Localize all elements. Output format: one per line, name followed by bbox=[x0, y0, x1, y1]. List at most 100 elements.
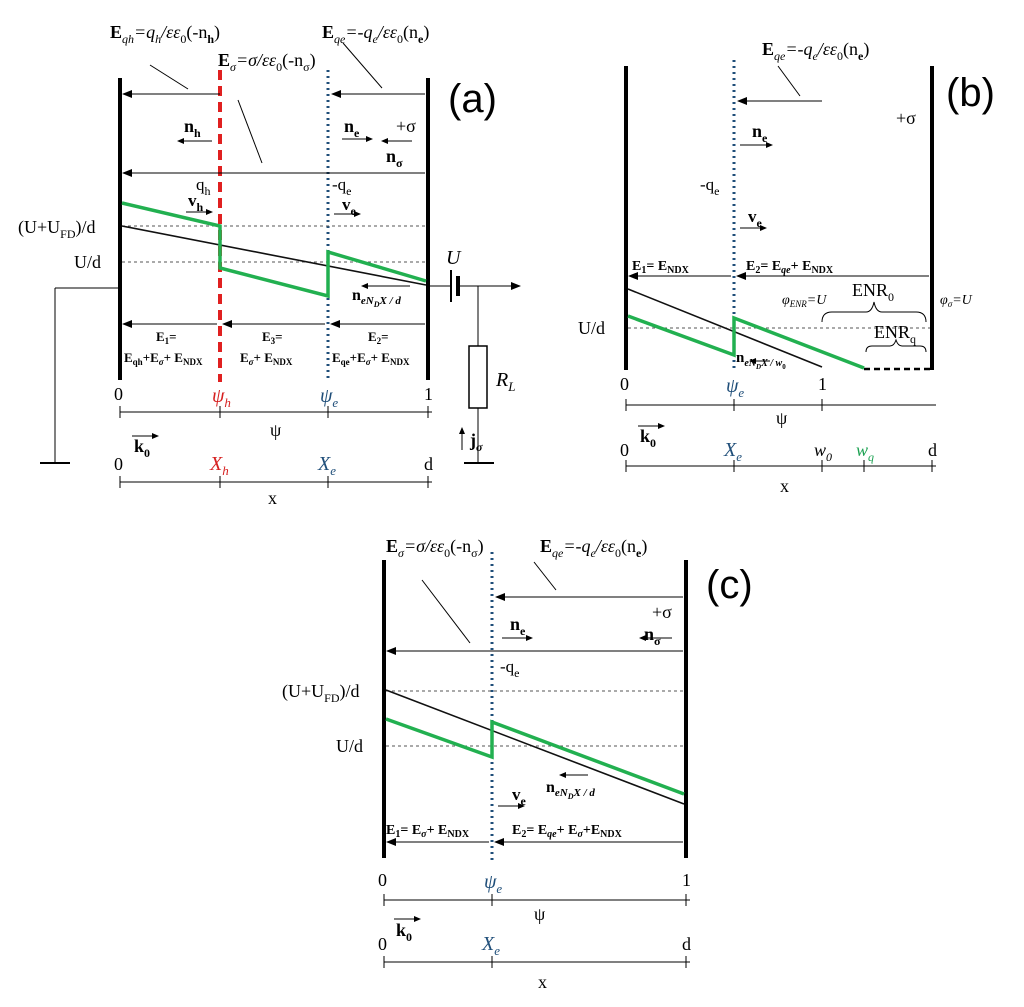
tick-label-xe-a: Xe bbox=[317, 453, 336, 478]
panel-b: (b) Eqe=-qe/εε0(ne) ne +σ -qe ve E1= END… bbox=[578, 39, 995, 496]
label-enrq: ENRq bbox=[874, 322, 916, 346]
label-phi-sigma: φσ=U bbox=[940, 293, 973, 309]
label-e2-a-line2: Eqe+Eσ+ ENDX bbox=[332, 350, 410, 367]
label-e1-b: E1= ENDX bbox=[632, 259, 690, 276]
tick-label-psie-a: ψe bbox=[320, 385, 338, 410]
label-plus-sigma-a: +σ bbox=[396, 116, 416, 136]
tick-label-0-c: 0 bbox=[378, 870, 387, 890]
tick-label-psih: ψh bbox=[212, 385, 231, 410]
label-e3-a-line2: Eσ+ ENDX bbox=[240, 350, 293, 367]
label-plus-sigma-b: +σ bbox=[896, 108, 916, 128]
label-qe-a: -qe bbox=[332, 175, 352, 198]
tick-label-xe-b: Xe bbox=[723, 439, 742, 464]
label-e1-c: E1= Eσ+ ENDX bbox=[386, 823, 470, 840]
tick-label-1-b: 1 bbox=[818, 374, 827, 394]
potential-linear-b bbox=[627, 288, 823, 368]
brace-enr0 bbox=[821, 301, 927, 323]
tick-label-0-b: 0 bbox=[620, 374, 629, 394]
leader-eqe-c bbox=[533, 561, 557, 591]
label-ve-c: ve bbox=[512, 785, 527, 808]
axis-label-psi-a: ψ bbox=[270, 420, 282, 440]
tick-label-xe-c: Xe bbox=[481, 933, 500, 958]
axis-label-x-b: x bbox=[780, 476, 789, 496]
label-e3-a-line1: E3= bbox=[262, 329, 283, 346]
tick-label-d-a: d bbox=[424, 454, 433, 474]
label-ud-b: U/d bbox=[578, 318, 605, 338]
leader-eqe bbox=[342, 42, 383, 89]
label-j-sigma: jσ bbox=[469, 430, 483, 454]
label-phi-enr: φENR=U bbox=[782, 293, 827, 309]
label-battery-u: U bbox=[446, 247, 462, 269]
panel-label-a: (a) bbox=[448, 77, 497, 121]
potential-actual-c bbox=[385, 717, 685, 796]
axis-label-x-c: x bbox=[538, 972, 547, 992]
tick-label-d-c: d bbox=[682, 934, 691, 954]
label-eqh: Eqh=qh/εε0(-nh) bbox=[110, 22, 220, 46]
potential-actual-b bbox=[627, 314, 865, 370]
label-ufd-c: (U+UFD)/d bbox=[282, 681, 360, 705]
potential-linear-c bbox=[385, 689, 685, 805]
label-k0-b: k0 bbox=[640, 426, 656, 450]
label-enr0: ENR0 bbox=[852, 280, 894, 304]
label-plus-sigma-c: +σ bbox=[652, 602, 672, 622]
label-ufd-a: (U+UFD)/d bbox=[18, 217, 96, 241]
label-qe-b: -qe bbox=[700, 175, 720, 198]
leader-eqe-b bbox=[777, 65, 801, 97]
label-qh: qh bbox=[196, 175, 211, 198]
tick-label-x0-c: 0 bbox=[378, 934, 387, 954]
label-e2-a-line1: E2= bbox=[368, 329, 389, 346]
tick-label-wq: wq bbox=[856, 440, 874, 464]
axis-label-psi-b: ψ bbox=[776, 408, 788, 428]
tick-label-x0-a: 0 bbox=[114, 454, 123, 474]
potential-linear-a bbox=[121, 225, 427, 286]
tick-label-1-c: 1 bbox=[682, 870, 691, 890]
label-nsigma-c: nσ bbox=[644, 624, 661, 648]
leader-eqh bbox=[149, 64, 189, 90]
panel-c: (c) Eσ=σ/εε0(-nσ) Eqe=-qe/εε0(ne) +σ ne … bbox=[282, 536, 753, 992]
label-ve-a: ve bbox=[342, 195, 357, 218]
label-nnd-b: neNDX / w0 bbox=[736, 350, 786, 371]
panel-label-b: (b) bbox=[946, 71, 995, 115]
leader-esigma-c bbox=[421, 579, 471, 644]
label-e2-c: E2= Eqe+ Eσ+ENDX bbox=[512, 823, 623, 840]
label-nnd-c: neNDX / d bbox=[546, 779, 595, 801]
label-esigma-c: Eσ=σ/εε0(-nσ) bbox=[386, 536, 484, 560]
label-e2-b: E2= Eqe+ ENDX bbox=[746, 259, 834, 276]
resistor-rl bbox=[468, 345, 488, 409]
label-eqe-c: Eqe=-qe/εε0(ne) bbox=[540, 536, 647, 560]
label-nsigma-a: nσ bbox=[386, 146, 403, 170]
brace-enrq bbox=[865, 338, 927, 353]
tick-label-d-b: d bbox=[928, 440, 937, 460]
label-nh: nh bbox=[184, 116, 201, 140]
label-qe-c: -qe bbox=[500, 657, 520, 680]
tick-label-0-a: 0 bbox=[114, 384, 123, 404]
tick-label-psie-c: ψe bbox=[484, 871, 502, 896]
label-ne-a: ne bbox=[344, 116, 360, 140]
label-ud-a: U/d bbox=[74, 252, 101, 272]
label-rl: RL bbox=[495, 369, 515, 394]
label-k0-c: k0 bbox=[396, 920, 412, 944]
panel-a: (a) Eqh=qh/εε0(-nh) Eσ=σ/εε0(-nσ) Eqe=-q… bbox=[18, 22, 521, 508]
leader-esigma bbox=[237, 99, 263, 164]
tick-label-w0: w0 bbox=[814, 440, 832, 464]
tick-label-x0-b: 0 bbox=[620, 440, 629, 460]
tick-label-xh: Xh bbox=[209, 453, 229, 478]
axis-label-x-a: x bbox=[268, 488, 277, 508]
label-nnd-a: neNDX / d bbox=[352, 287, 401, 309]
label-ne-c: ne bbox=[510, 614, 526, 638]
label-e1-a-line2: Eqh+Eσ+ ENDX bbox=[124, 350, 203, 367]
label-ne-b: ne bbox=[752, 121, 768, 145]
panel-label-c: (c) bbox=[706, 563, 753, 607]
label-e1-a-line1: E1= bbox=[156, 329, 177, 346]
tick-label-1-a: 1 bbox=[424, 384, 433, 404]
label-esigma-a: Eσ=σ/εε0(-nσ) bbox=[218, 50, 316, 74]
label-vh: vh bbox=[188, 191, 204, 214]
label-k0-a: k0 bbox=[134, 436, 150, 460]
tick-label-psie-b: ψe bbox=[726, 375, 744, 400]
label-ve-b: ve bbox=[748, 207, 763, 230]
label-ud-c: U/d bbox=[336, 736, 363, 756]
label-eqe-b: Eqe=-qe/εε0(ne) bbox=[762, 39, 869, 63]
label-eqe-a: Eqe=-qe/εε0(ne) bbox=[322, 22, 429, 46]
